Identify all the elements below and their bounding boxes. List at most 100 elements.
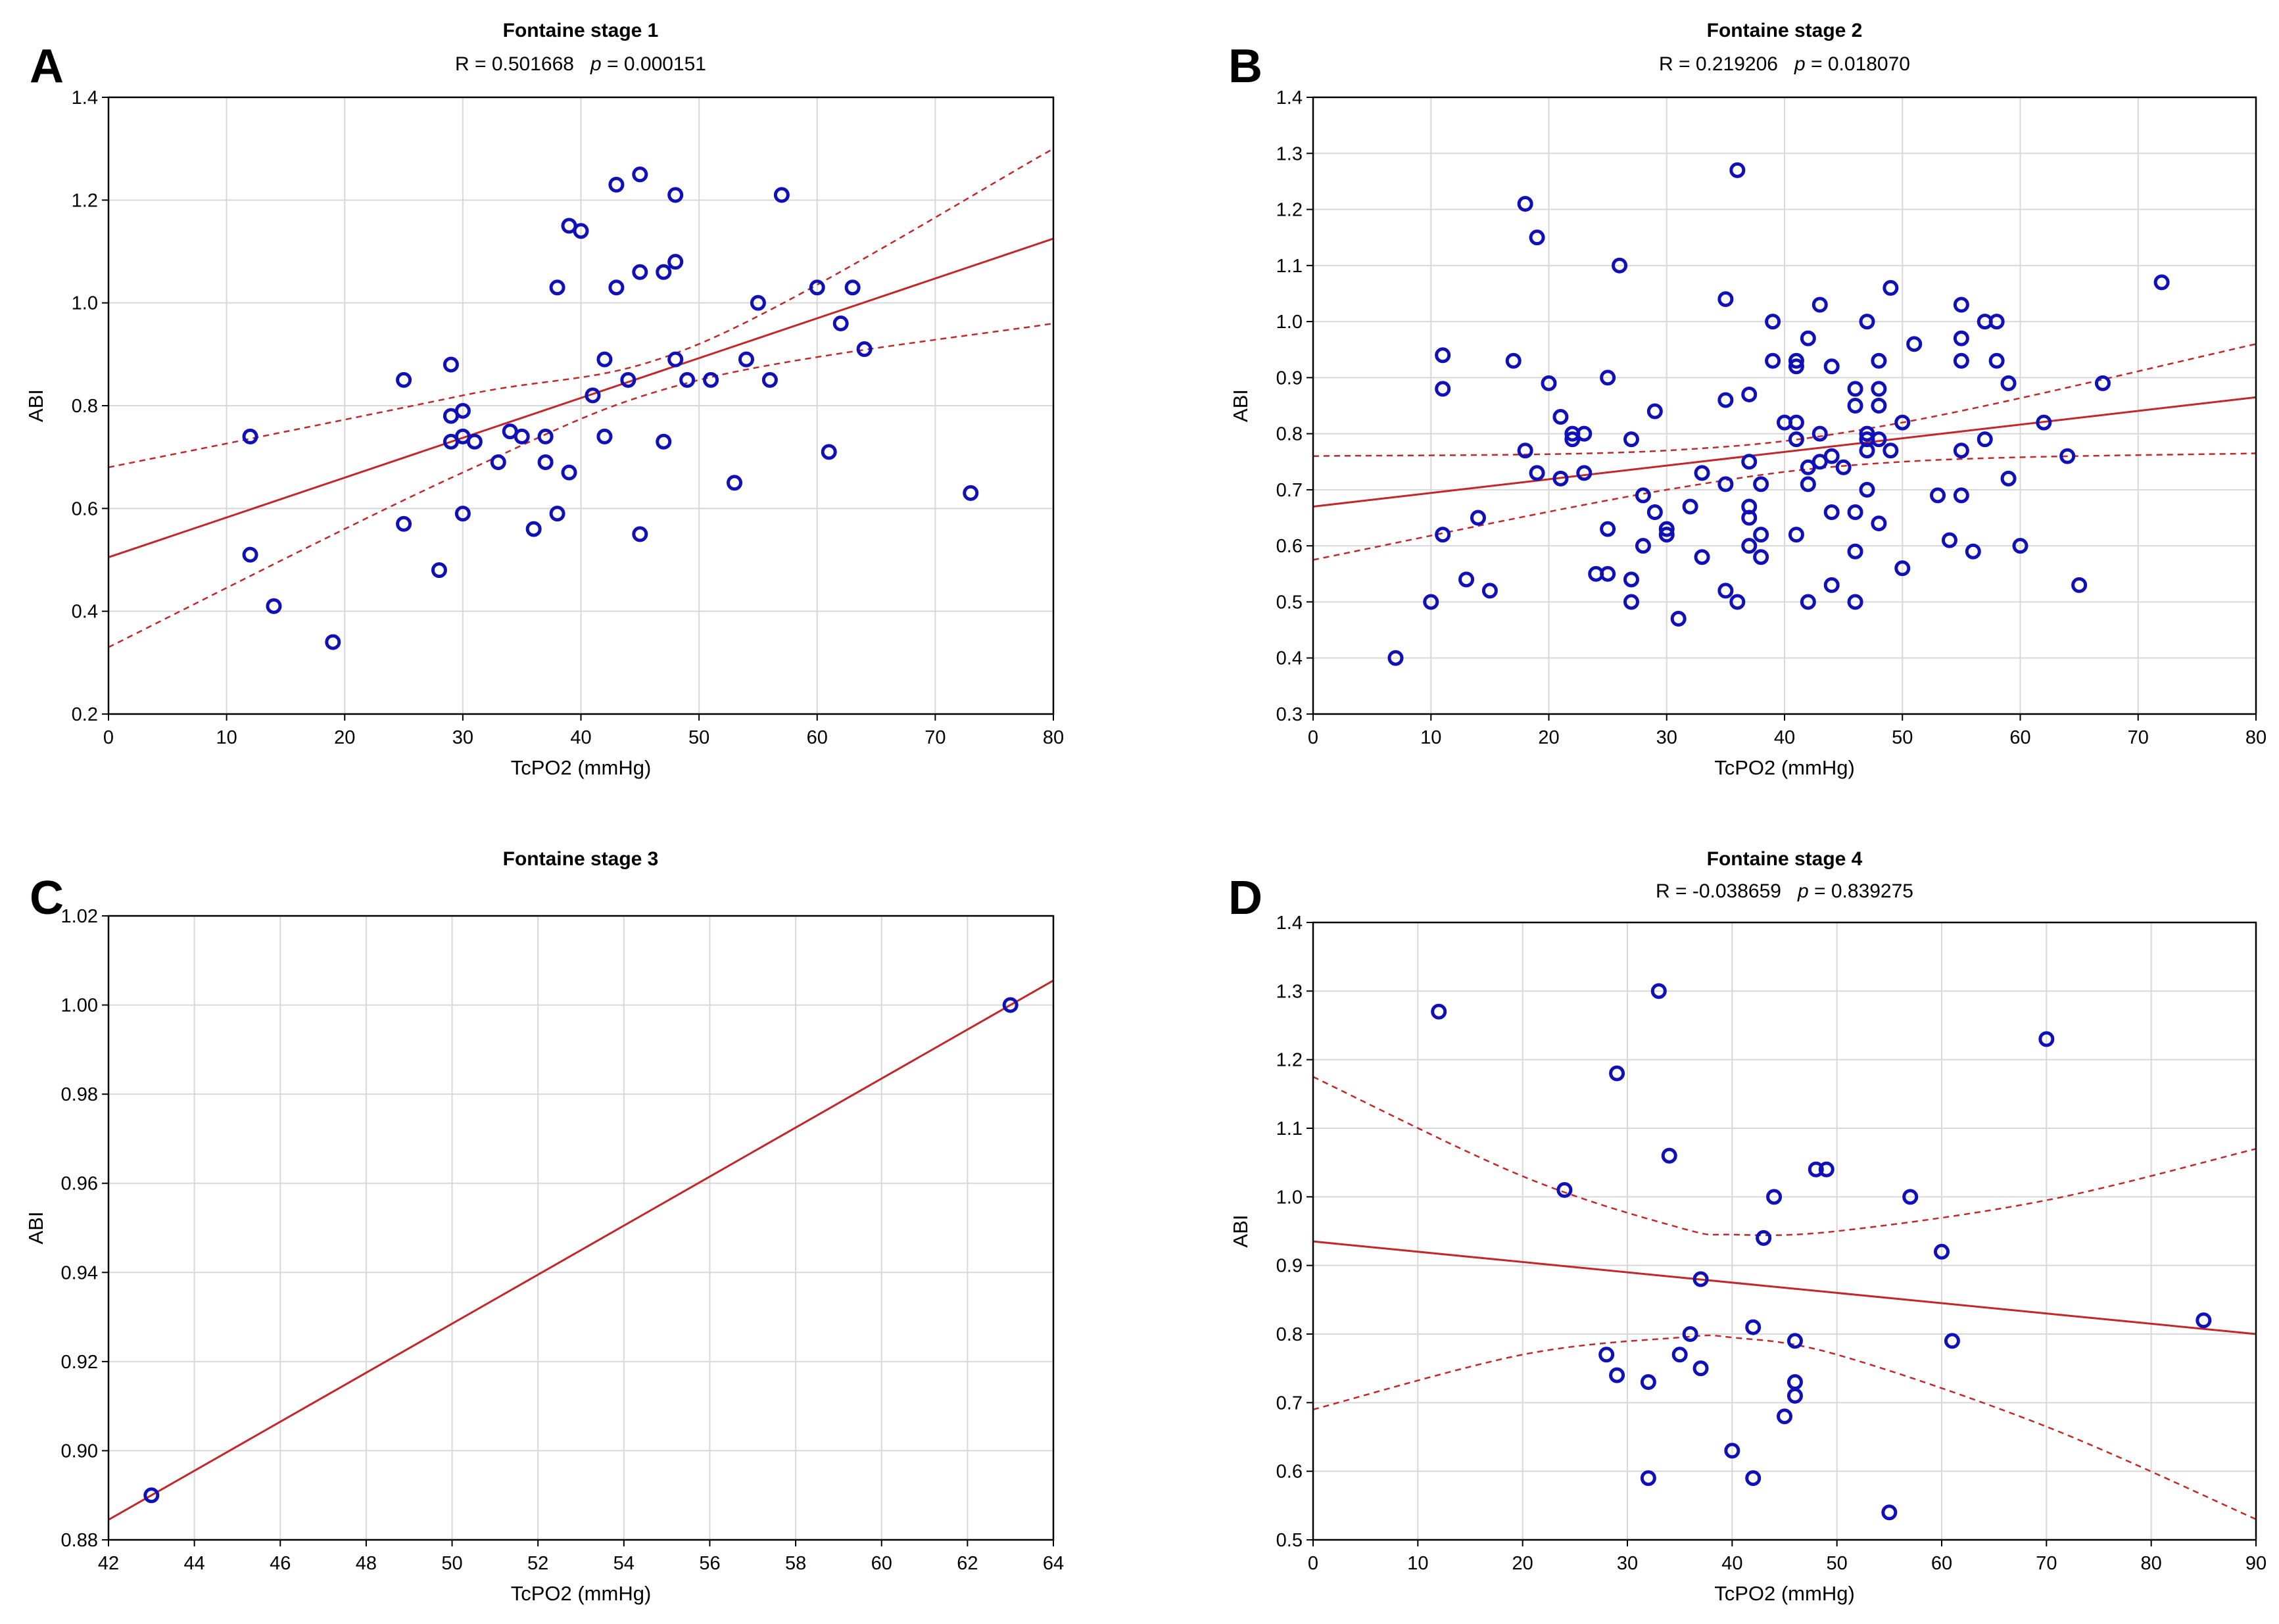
- stat-p-value: = 0.839275: [1809, 880, 1913, 902]
- data-point: [1800, 330, 1816, 346]
- x-axis-label: TcPO2 (mmHg): [511, 756, 652, 779]
- panel-letter: B: [1228, 40, 1262, 93]
- y-axis-ticks: 0.3 0.4 0.5 0.6 0.7 0.8 0.9 1.0 1.1 1.2 1.3 1.4: [1276, 87, 1313, 725]
- data-point: [1953, 487, 1969, 504]
- data-point: [1623, 431, 1639, 448]
- x-tick-label: 90: [2245, 1553, 2267, 1574]
- x-tick-label: 56: [699, 1553, 720, 1574]
- x-tick-label: 70: [924, 727, 946, 748]
- gridlines: [1312, 97, 2257, 715]
- x-tick-label: 48: [356, 1553, 377, 1574]
- y-tick-label: 1.2: [72, 190, 98, 211]
- y-tick-label: 0.98: [61, 1084, 98, 1105]
- data-point: [1470, 510, 1486, 526]
- data-point: [1977, 431, 1993, 448]
- x-tick-label: 40: [1721, 1553, 1742, 1574]
- data-point: [561, 464, 577, 481]
- data-point: [1635, 487, 1651, 504]
- plot-area: [1313, 343, 2256, 561]
- data-point: [1902, 1189, 1919, 1205]
- data-point: [632, 166, 648, 183]
- x-tick-label: 60: [2009, 727, 2030, 748]
- y-tick-label: 0.7: [1276, 1393, 1303, 1414]
- regression-line: [108, 237, 1053, 559]
- data-point: [431, 562, 447, 579]
- ci-lower-line: [108, 322, 1053, 648]
- data-points: [1431, 983, 2212, 1521]
- data-point: [844, 279, 861, 296]
- ci-upper-line: [1313, 1076, 2256, 1237]
- data-point: [1694, 465, 1710, 481]
- stat-p-value: = 0.018070: [1806, 53, 1910, 75]
- y-tick-label: 1.3: [1276, 143, 1303, 164]
- data-point: [2000, 470, 2017, 487]
- x-axis-label: TcPO2 (mmHg): [511, 1582, 652, 1605]
- x-tick-label: 40: [570, 727, 591, 748]
- data-point: [396, 515, 412, 532]
- plot-area: [108, 979, 1053, 1521]
- stat-spacer: [574, 53, 590, 75]
- data-point: [242, 428, 258, 444]
- plot-frame: [1312, 921, 2257, 1541]
- data-point: [1640, 1470, 1656, 1487]
- data-point: [1847, 381, 1863, 397]
- x-tick-label: 46: [270, 1553, 291, 1574]
- x-tick-label: 44: [184, 1553, 205, 1574]
- x-tick-label: 58: [785, 1553, 806, 1574]
- data-point: [454, 402, 471, 419]
- y-tick-label: 0.96: [61, 1174, 98, 1195]
- y-tick-label: 1.0: [72, 293, 98, 314]
- y-axis-ticks: 0.2 0.4 0.6 0.8 1.0 1.2 1.4: [72, 87, 108, 725]
- x-tick-label: 0: [1308, 1553, 1318, 1574]
- data-point: [2195, 1312, 2212, 1329]
- y-tick-label: 1.4: [1276, 913, 1303, 934]
- data-point: [1600, 370, 1616, 386]
- x-tick-label: 40: [1774, 727, 1795, 748]
- data-point: [1953, 442, 1969, 459]
- x-tick-label: 42: [98, 1553, 119, 1574]
- data-point: [1435, 527, 1451, 543]
- data-point: [2094, 375, 2111, 391]
- data-point: [1741, 510, 1758, 526]
- gridlines: [108, 97, 1054, 715]
- data-point: [1609, 1367, 1625, 1383]
- data-point: [1988, 352, 2005, 369]
- y-tick-label: 0.94: [61, 1262, 98, 1283]
- stat-r: R = 0.501668: [455, 53, 574, 75]
- y-tick-label: 1.3: [1276, 981, 1303, 1002]
- data-point: [1953, 297, 1969, 313]
- ci-lower-line: [1313, 1334, 2256, 1520]
- chart-subtitle: R = 0.501668 p = 0.000151: [455, 53, 706, 75]
- data-point: [1623, 571, 1639, 588]
- data-point: [466, 433, 483, 450]
- y-axis-label: ABI: [24, 389, 47, 422]
- data-point: [1859, 314, 1875, 330]
- data-point: [1646, 504, 1663, 521]
- data-point: [1811, 297, 1828, 313]
- x-tick-label: 80: [2141, 1553, 2162, 1574]
- data-point: [773, 187, 790, 203]
- data-point: [1800, 476, 1816, 492]
- x-tick-label: 0: [103, 727, 114, 748]
- x-tick-label: 52: [527, 1553, 548, 1574]
- data-point: [632, 264, 648, 280]
- data-point: [1671, 1347, 1688, 1363]
- data-point: [2012, 538, 2028, 554]
- data-point: [1765, 314, 1781, 330]
- x-tick-label: 54: [613, 1553, 635, 1574]
- y-axis-label: ABI: [1229, 389, 1252, 422]
- data-points: [242, 166, 979, 650]
- data-point: [1766, 1189, 1783, 1205]
- data-point: [1552, 470, 1569, 487]
- ci-lower-line: [1313, 452, 2256, 561]
- data-point: [1823, 504, 1840, 521]
- data-point: [1505, 352, 1522, 369]
- y-axis-ticks: 0.88 0.90 0.92 0.94 0.96 0.98 1.00 1.02: [61, 906, 108, 1551]
- data-point: [1529, 465, 1545, 481]
- plot-frame: [107, 915, 1055, 1541]
- data-point: [1745, 1319, 1762, 1335]
- data-point: [1692, 1360, 1709, 1377]
- data-point: [1435, 347, 1451, 364]
- data-point: [1753, 549, 1769, 565]
- data-point: [1640, 1374, 1656, 1391]
